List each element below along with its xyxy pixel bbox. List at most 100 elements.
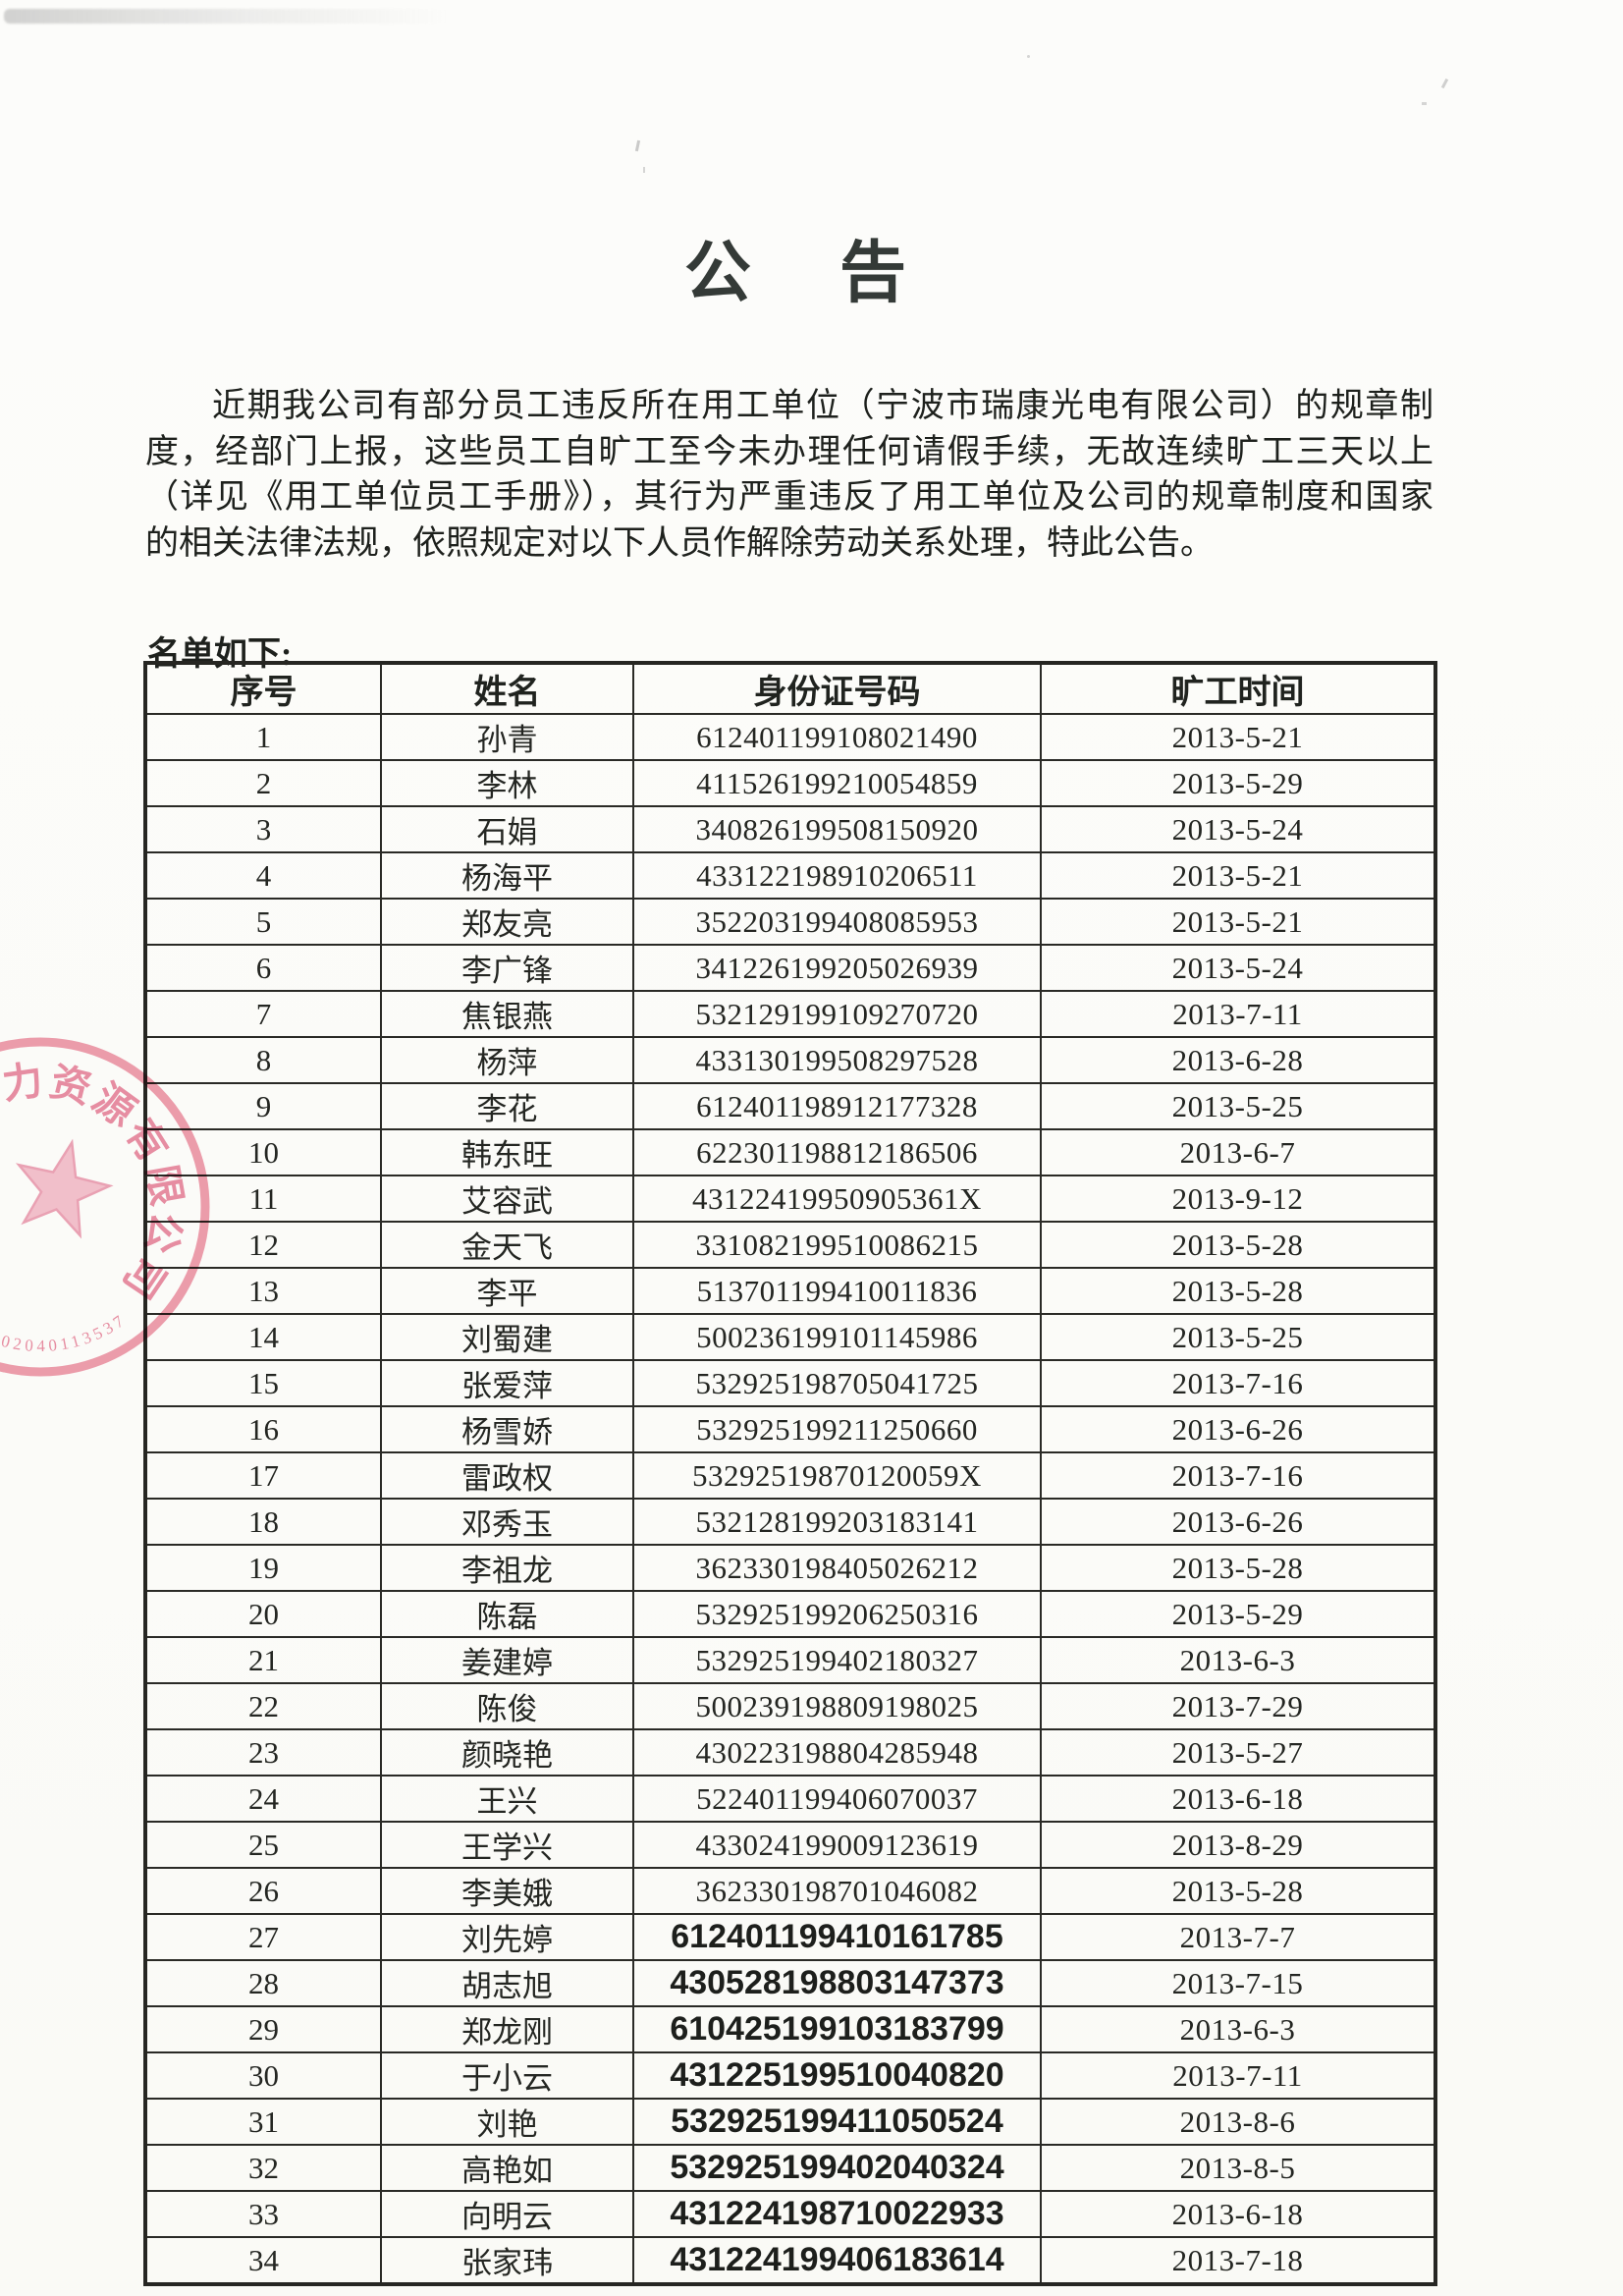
cell-name: 李花 [380,1082,634,1130]
table-row: 10 韩东旺 622301198812186506 2013-6-7 [144,1128,1436,1176]
cell-id: 411526199210054859 [632,759,1042,807]
cell-no: 14 [144,1313,382,1361]
cell-id: 431225199510040820 [632,2051,1042,2100]
cell-name: 李广锋 [380,944,634,992]
table-row: 25 王学兴 433024199009123619 2013-8-29 [144,1821,1436,1869]
cell-date: 2013-6-28 [1040,1036,1436,1084]
cell-name: 李美娥 [380,1867,634,1915]
cell-date: 2013-6-18 [1040,1775,1436,1823]
cell-name: 邓秀玉 [380,1498,634,1546]
cell-no: 4 [144,851,382,900]
cell-id: 532925199402180327 [632,1636,1042,1684]
cell-id: 352203199408085953 [632,898,1042,946]
cell-id: 522401199406070037 [632,1775,1042,1823]
cell-name: 陈磊 [380,1590,634,1638]
cell-date: 2013-5-25 [1040,1082,1436,1130]
table-row: 12 金天飞 331082199510086215 2013-5-28 [144,1221,1436,1269]
cell-name: 韩东旺 [380,1128,634,1176]
cell-id: 532128199203183141 [632,1498,1042,1546]
cell-no: 32 [144,2144,382,2192]
page-title: 公 告 [684,236,918,310]
cell-name: 焦银燕 [380,990,634,1038]
cell-id: 433130199508297528 [632,1036,1042,1084]
cell-id: 513701199410011836 [632,1267,1042,1315]
cell-name: 高艳如 [380,2144,634,2192]
cell-id: 532925198705041725 [632,1359,1042,1407]
seal-char: 源 [84,1075,143,1135]
table-row: 20 陈磊 532925199206250316 2013-5-29 [144,1590,1436,1638]
cell-id: 43122419950905361X [632,1175,1042,1223]
cell-date: 2013-5-28 [1040,1267,1436,1315]
cell-no: 15 [144,1359,382,1407]
table-row: 32 高艳如 532925199402040324 2013-8-5 [144,2144,1436,2192]
cell-no: 2 [144,759,382,807]
cell-id: 430223198804285948 [632,1728,1042,1777]
cell-no: 23 [144,1728,382,1777]
seal-star [15,1138,114,1239]
cell-date: 2013-7-15 [1040,1959,1436,2007]
paragraph-line-1: 近期我公司有部分员工违反所在用工单位（宁波市瑞康光电有限公司）的规章制 [212,388,1434,424]
cell-id: 340826199508150920 [632,805,1042,853]
paragraph-line-4: 的相关法律法规，依照规定对以下人员作解除劳动关系处理，特此公告。 [145,524,1214,562]
cell-id: 430528198803147373 [632,1959,1042,2007]
cell-name: 杨萍 [380,1036,634,1084]
cell-no: 26 [144,1867,382,1915]
cell-name: 姜建婷 [380,1636,634,1684]
cell-name: 李祖龙 [380,1544,634,1592]
roster-table: 序号 姓名 身份证号码 旷工时间 1 孙青 612401199108021490 20… [143,661,1437,2286]
table-row: 26 李美娥 362330198701046082 2013-5-28 [144,1867,1436,1915]
cell-name: 杨雪娇 [380,1405,634,1453]
cell-name: 王兴 [380,1775,634,1823]
cell-name: 于小云 [380,2051,634,2100]
cell-date: 2013-5-28 [1040,1221,1436,1269]
cell-name: 杨海平 [380,851,634,900]
cell-id: 612401199410161785 [632,1913,1042,1961]
cell-date: 2013-5-21 [1040,851,1436,900]
cell-date: 2013-5-21 [1040,713,1436,761]
cell-date: 2013-7-7 [1040,1913,1436,1961]
cell-date: 2013-5-24 [1040,944,1436,992]
cell-name: 孙青 [380,713,634,761]
cell-date: 2013-5-28 [1040,1867,1436,1915]
paragraph-line-3: （详见《用工单位员工手册》），其行为严重违反了用工单位及公司的规章制度和国家 [145,479,1434,516]
table-row: 7 焦银燕 532129199109270720 2013-7-11 [144,990,1436,1038]
cell-date: 2013-7-16 [1040,1359,1436,1407]
cell-id: 500239198809198025 [632,1682,1042,1730]
cell-no: 18 [144,1498,382,1546]
table-row: 6 李广锋 341226199205026939 2013-5-24 [144,944,1436,992]
table-row: 1 孙青 612401199108021490 2013-5-21 [144,713,1436,761]
roster-body: 1 孙青 612401199108021490 2013-5-21 2 李林 4115261… [144,713,1436,2285]
cell-no: 13 [144,1267,382,1315]
table-row: 24 王兴 522401199406070037 2013-6-18 [144,1775,1436,1823]
cell-name: 刘艳 [380,2098,634,2146]
table-row: 29 郑龙刚 610425199103183799 2013-6-3 [144,2005,1436,2053]
table-row: 23 颜晓艳 430223198804285948 2013-5-27 [144,1728,1436,1777]
cell-name: 刘先婷 [380,1913,634,1961]
cell-no: 30 [144,2051,382,2100]
scan-speck [643,167,645,173]
table-row: 2 李林 411526199210054859 2013-5-29 [144,759,1436,807]
cell-name: 刘蜀建 [380,1313,634,1361]
paragraph-line-2: 度，经部门上报，这些员工自旷工至今未办理任何请假手续，无故连续旷工三天以上 [145,433,1434,470]
cell-date: 2013-5-25 [1040,1313,1436,1361]
table-row: 33 向明云 431224198710022933 2013-6-18 [144,2190,1436,2238]
cell-no: 12 [144,1221,382,1269]
scan-speck [1422,102,1427,105]
seal-char: 资 [46,1059,96,1113]
cell-id: 610425199103183799 [632,2005,1042,2053]
scan-speck [1440,78,1449,89]
scan-speck [889,545,891,553]
cell-name: 艾容武 [380,1175,634,1223]
cell-date: 2013-7-29 [1040,1682,1436,1730]
cell-id: 431224199406183614 [632,2236,1042,2285]
scan-speck [1027,55,1030,58]
cell-no: 5 [144,898,382,946]
col-header-index: 序号 [144,662,382,715]
cell-id: 431224198710022933 [632,2190,1042,2238]
col-header-id: 身份证号码 [632,662,1042,715]
table-row: 16 杨雪娇 532925199211250660 2013-6-26 [144,1405,1436,1453]
cell-id: 331082199510086215 [632,1221,1042,1269]
table-row: 22 陈俊 500239198809198025 2013-7-29 [144,1682,1436,1730]
cell-no: 3 [144,805,382,853]
